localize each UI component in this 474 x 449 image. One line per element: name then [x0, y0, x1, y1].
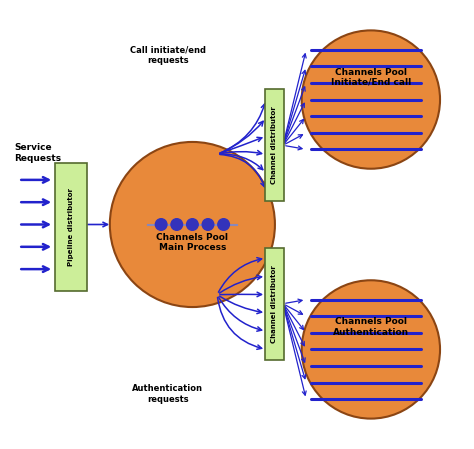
Text: Call initiate/end
requests: Call initiate/end requests — [130, 45, 206, 65]
Text: Channels Pool
Main Process: Channels Pool Main Process — [156, 233, 228, 252]
Text: Channel distributor: Channel distributor — [272, 265, 277, 343]
Text: Service
Requests: Service Requests — [14, 143, 61, 163]
Circle shape — [218, 219, 229, 230]
Text: Channel distributor: Channel distributor — [272, 106, 277, 184]
Text: Channels Pool
Authentication: Channels Pool Authentication — [333, 317, 409, 337]
Text: Pipeline distributor: Pipeline distributor — [68, 188, 74, 266]
Circle shape — [171, 219, 182, 230]
Circle shape — [202, 219, 214, 230]
Circle shape — [302, 280, 440, 418]
Circle shape — [155, 219, 167, 230]
Text: Channels Pool
Initiate/End call: Channels Pool Initiate/End call — [331, 67, 411, 87]
FancyBboxPatch shape — [55, 163, 87, 291]
Circle shape — [302, 31, 440, 169]
Circle shape — [187, 219, 198, 230]
FancyBboxPatch shape — [264, 248, 284, 360]
Circle shape — [110, 142, 275, 307]
Text: Authentication
requests: Authentication requests — [132, 384, 203, 404]
FancyBboxPatch shape — [264, 89, 284, 201]
